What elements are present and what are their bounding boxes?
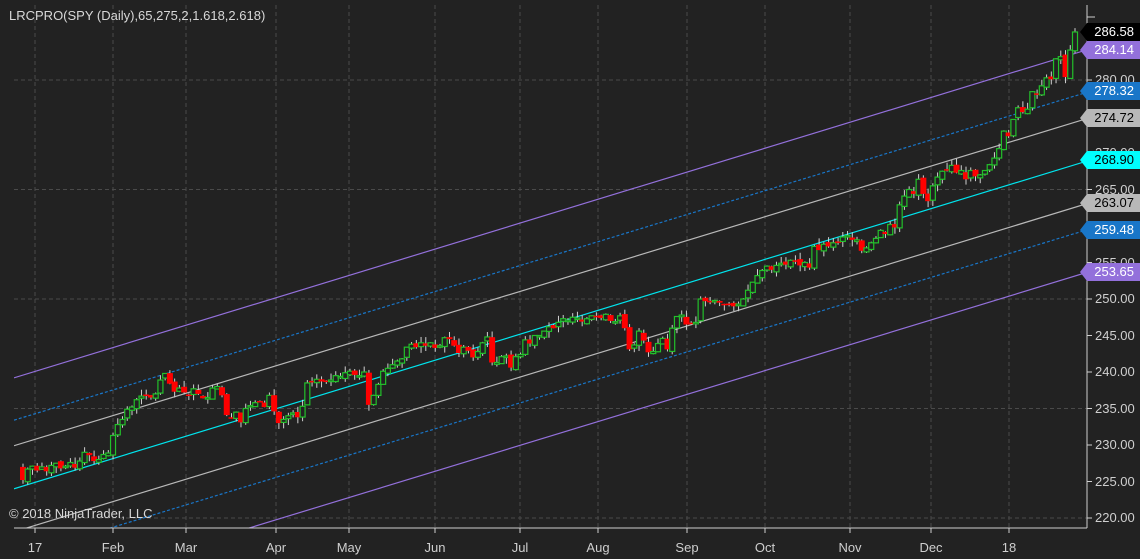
price-tag: 274.72 (1080, 109, 1140, 127)
price-tag: 263.07 (1080, 194, 1140, 212)
x-axis-label: Mar (174, 540, 198, 555)
price-tag: 259.48 (1080, 221, 1140, 239)
x-axis-label: 17 (27, 540, 43, 555)
y-axis-label: 245.00 (1095, 327, 1135, 343)
x-axis-label: Dec (919, 540, 943, 555)
y-axis-label: 235.00 (1095, 400, 1135, 416)
price-tag: 284.14 (1080, 41, 1140, 59)
price-tag: 286.58 (1080, 23, 1140, 41)
x-axis-label: Aug (586, 540, 610, 555)
candlestick-series (20, 28, 1079, 485)
copyright-notice: © 2018 NinjaTrader, LLC (9, 506, 153, 521)
x-axis-label: 18 (1001, 540, 1017, 555)
x-axis-label: Nov (838, 540, 862, 555)
y-axis-label: 240.00 (1095, 364, 1135, 379)
price-tag: 253.65 (1080, 263, 1140, 281)
y-axis-label: 250.00 (1095, 291, 1135, 306)
axes (14, 5, 1095, 533)
y-axis-label: 265.00 (1095, 181, 1135, 197)
x-axis-label: May (336, 540, 362, 555)
y-axis-label: 230.00 (1095, 437, 1135, 452)
regression-channel-lines (14, 49, 1087, 528)
x-axis-label: Oct (754, 540, 776, 555)
y-axis-label: 225.00 (1095, 473, 1135, 489)
y-axis-label: 220.00 (1095, 510, 1135, 525)
x-axis-label: Feb (101, 540, 125, 555)
x-axis-label: Sep (675, 540, 699, 555)
x-axis-label: Jun (424, 540, 446, 555)
x-axis-label: Jul (511, 540, 529, 555)
x-axis-label: Apr (265, 540, 287, 555)
chart-title: LRCPRO(SPY (Daily),65,275,2,1.618,2.618) (9, 8, 266, 23)
price-tag: 278.32 (1080, 82, 1140, 100)
grid-lines (14, 5, 1087, 528)
price-tag: 268.90 (1080, 151, 1140, 169)
